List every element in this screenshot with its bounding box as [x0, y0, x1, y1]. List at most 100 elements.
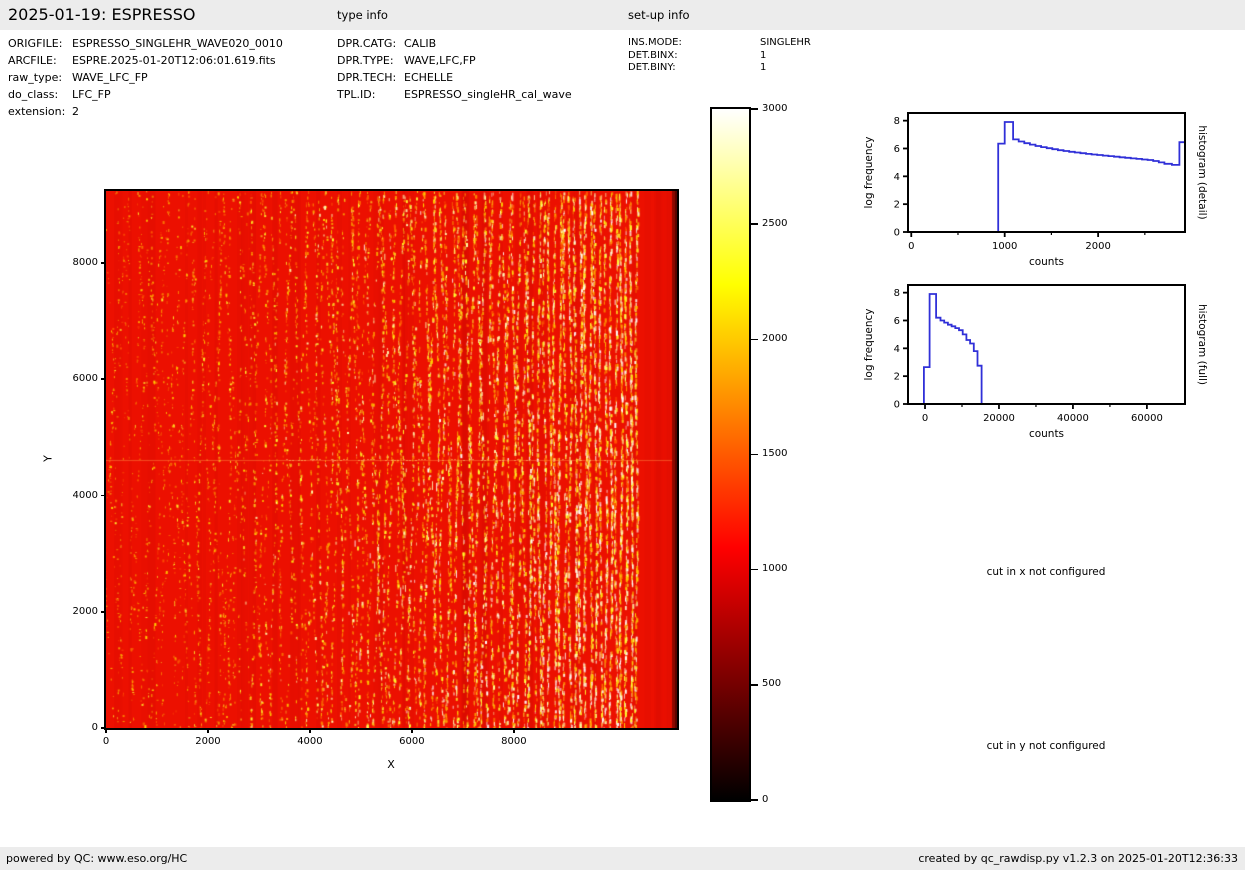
- y-tick-label: 2: [894, 200, 900, 211]
- y-tick-label: 0: [894, 400, 900, 411]
- field-label: ORIGFILE:: [8, 37, 63, 50]
- y-tick: [101, 494, 106, 497]
- x-axis-label: X: [387, 758, 395, 771]
- type-info-row: DPR.TECH: ECHELLE: [337, 69, 572, 86]
- y-tick-label: 6: [894, 316, 900, 327]
- field-label: TPL.ID:: [337, 88, 376, 101]
- field-value: CALIB: [404, 37, 437, 50]
- setup-info-row: DET.BINY: 1: [628, 62, 811, 75]
- file-info-row: extension: 2: [8, 103, 283, 120]
- file-info-row: ARCFILE: ESPRE.2025-01-20T12:06:01.619.fi…: [8, 52, 283, 69]
- histogram-full-plot: 0 20000 40000 60000 0 2 4 6 8 log frequency counts…: [863, 284, 1208, 440]
- field-value: 1: [760, 49, 767, 61]
- field-label: do_class:: [8, 88, 59, 101]
- field-value: ECHELLE: [404, 71, 454, 84]
- x-tick-label: 2000: [1085, 241, 1110, 252]
- footer-powered-by: powered by QC: www.eso.org/HC: [6, 852, 188, 865]
- field-label: raw_type:: [8, 71, 63, 84]
- type-info-title: type info: [337, 8, 388, 22]
- colorbar-tick-label: 2500: [762, 217, 788, 229]
- histogram-detail-plot: 0 1000 2000 0 2 4 6 8 log frequency counts histogr…: [863, 112, 1208, 268]
- setup-info-title: set-up info: [628, 8, 690, 22]
- file-info-block: ORIGFILE: ESPRESSO_SINGLEHR_WAVE020_0010 …: [8, 35, 283, 120]
- y-tick-label: 8000: [72, 257, 98, 269]
- field-label: extension:: [8, 105, 66, 118]
- colorbar-tick: [751, 799, 758, 801]
- step-curve: [908, 121, 1185, 233]
- hist-x-axis-label: counts: [1029, 428, 1064, 440]
- colorbar-tick-label: 2000: [762, 332, 788, 344]
- y-tick-label: 6000: [72, 373, 98, 385]
- x-tick-label: 6000: [399, 736, 425, 747]
- colorbar-tick: [751, 684, 758, 686]
- plot-frame: [907, 112, 1186, 233]
- field-label: INS.MODE:: [628, 37, 682, 48]
- footer-created-by: created by qc_rawdisp.py v1.2.3 on 2025-…: [918, 852, 1238, 865]
- colorbar-tick-label: 1500: [762, 448, 788, 459]
- header-bar: 2025-01-19: ESPRESSO type info set-up in…: [0, 0, 1245, 30]
- x-tick-label: 1000: [992, 241, 1017, 252]
- cut-y-message: cut in y not configured: [986, 740, 1106, 752]
- file-info-row: do_class: LFC_FP: [8, 86, 283, 103]
- field-value: ESPRESSO_SINGLEHR_WAVE020_0010: [72, 37, 283, 50]
- y-axis-label: Y: [41, 455, 55, 462]
- field-label: DPR.TECH:: [337, 71, 397, 84]
- x-tick-label: 20000: [983, 413, 1015, 424]
- field-label: DPR.TYPE:: [337, 54, 394, 67]
- hist-y-axis-label: log frequency: [863, 136, 875, 208]
- colorbar-tick: [751, 338, 758, 341]
- hist-right-label: histogram (detail): [1196, 125, 1208, 219]
- y-tick-label: 6: [894, 144, 900, 155]
- y-tick: [101, 610, 106, 613]
- y-tick-label: 4: [894, 172, 900, 183]
- field-value: LFC_FP: [72, 88, 111, 101]
- x-tick: [411, 728, 413, 733]
- y-tick-label: 2000: [72, 605, 98, 617]
- colorbar-tick-label: 1000: [762, 563, 788, 575]
- x-tick-label: 0: [102, 736, 110, 747]
- type-info-block: DPR.CATG: CALIB DPR.TYPE: WAVE,LFC,FP DPR.…: [337, 35, 572, 103]
- x-tick-label: 40000: [1057, 413, 1089, 424]
- x-tick-label: 0: [922, 413, 928, 424]
- x-tick-label: 4000: [297, 736, 323, 747]
- field-value: WAVE,LFC,FP: [404, 54, 476, 67]
- detector-image-canvas: [106, 191, 677, 728]
- y-tick-label: 0: [91, 722, 98, 733]
- step-curve: [908, 293, 1185, 405]
- type-info-row: DPR.TYPE: WAVE,LFC,FP: [337, 52, 572, 69]
- x-tick-label: 2000: [195, 736, 221, 747]
- type-info-row: TPL.ID: ESPRESSO_singleHR_cal_wave: [337, 86, 572, 103]
- y-tick-label: 4: [894, 344, 900, 355]
- x-tick: [309, 728, 311, 733]
- x-tick: [207, 728, 209, 733]
- y-tick-label: 2: [894, 372, 900, 383]
- page-title: 2025-01-19: ESPRESSO: [8, 5, 196, 24]
- footer-bar: powered by QC: www.eso.org/HC created by…: [0, 847, 1245, 870]
- type-info-row: DPR.CATG: CALIB: [337, 35, 572, 52]
- y-tick: [101, 727, 106, 729]
- field-value: 1: [760, 62, 767, 73]
- hist-right-label: histogram (full): [1196, 304, 1208, 385]
- colorbar-tick-label: 3000: [762, 102, 788, 114]
- field-label: DET.BINX:: [628, 49, 678, 61]
- detector-image-plot: [104, 189, 679, 730]
- x-tick: [513, 728, 515, 733]
- field-value: 2: [72, 105, 79, 118]
- setup-info-row: DET.BINX: 1: [628, 50, 811, 63]
- x-tick: [105, 728, 107, 733]
- setup-info-block: INS.MODE: SINGLEHR DET.BINX: 1 DET.BINY: 1: [628, 37, 811, 75]
- x-tick-label: 8000: [501, 736, 527, 747]
- field-value: WAVE_LFC_FP: [72, 71, 148, 84]
- colorbar: [710, 107, 751, 802]
- setup-info-row: INS.MODE: SINGLEHR: [628, 37, 811, 50]
- field-value: ESPRESSO_singleHR_cal_wave: [404, 88, 572, 101]
- cut-x-message: cut in x not configured: [986, 566, 1106, 578]
- colorbar-tick: [751, 568, 758, 571]
- file-info-row: ORIGFILE: ESPRESSO_SINGLEHR_WAVE020_0010: [8, 35, 283, 52]
- field-label: DET.BINY:: [628, 62, 676, 73]
- field-value: ESPRE.2025-01-20T12:06:01.619.fits: [72, 54, 276, 67]
- colorbar-tick-label: 500: [762, 678, 782, 690]
- field-value: SINGLEHR: [760, 37, 811, 48]
- colorbar-tick: [751, 108, 758, 110]
